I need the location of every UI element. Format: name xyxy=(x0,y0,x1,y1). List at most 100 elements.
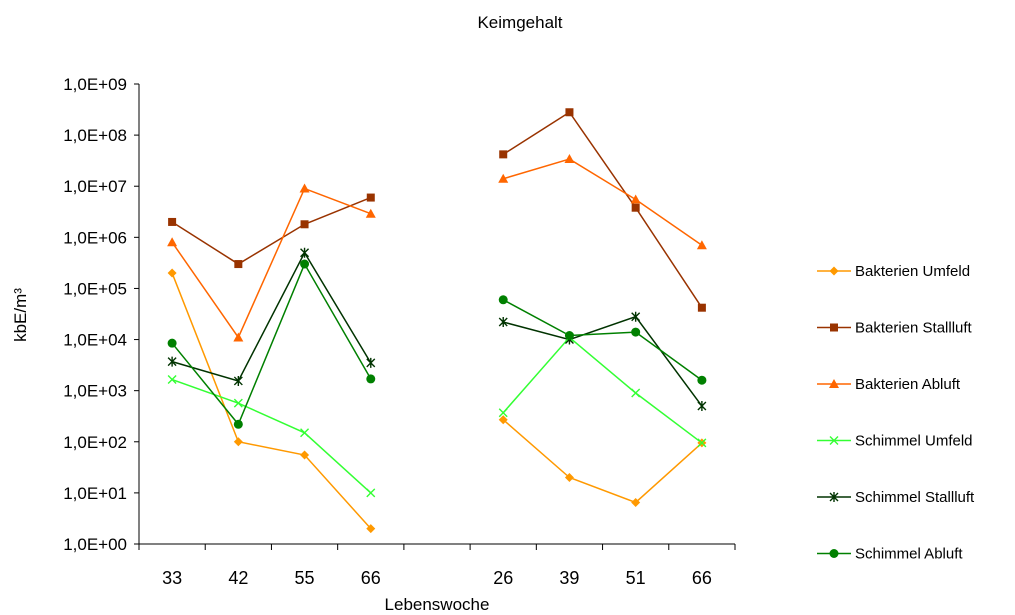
series-line-schimmel-umfeld xyxy=(171,378,372,494)
data-point-schimmel-umfeld xyxy=(366,488,376,498)
data-point-schimmel-umfeld xyxy=(167,375,177,385)
data-point-schimmel-umfeld xyxy=(300,428,310,438)
data-point-bakterien-abluft xyxy=(299,183,310,193)
legend-marker xyxy=(829,549,839,558)
data-point-bakterien-stallluft xyxy=(366,193,375,202)
legend-marker xyxy=(830,323,838,332)
data-point-schimmel-abluft xyxy=(697,375,707,385)
data-point-bakterien-abluft xyxy=(167,237,178,247)
data-point-bakterien-abluft xyxy=(233,332,244,342)
data-point-bakterien-umfeld xyxy=(366,524,376,534)
data-point-bakterien-stallluft xyxy=(234,260,243,269)
chart-title: Keimgehalt xyxy=(477,13,562,32)
y-tick-label: 1,0E+05 xyxy=(63,279,127,298)
series-line-schimmel-stallluft xyxy=(503,315,703,407)
x-tick-label: 26 xyxy=(493,568,513,588)
legend-label: Bakterien Stallluft xyxy=(855,320,973,337)
data-point-schimmel-abluft xyxy=(564,331,574,341)
legend-item-bakterien-stallluft: Bakterien Stallluft xyxy=(817,320,973,337)
data-point-bakterien-umfeld xyxy=(233,437,243,447)
series-line-bakterien-umfeld xyxy=(171,272,372,530)
legend-label: Schimmel Abluft xyxy=(855,546,963,563)
legend: Bakterien Umfeld Bakterien Stallluft Bakte… xyxy=(817,263,975,563)
series-line-bakterien-stallluft xyxy=(171,196,372,265)
data-point-bakterien-abluft xyxy=(564,154,575,164)
legend-item-schimmel-umfeld: Schimmel Umfeld xyxy=(817,433,973,450)
data-point-schimmel-stallluft xyxy=(631,311,641,322)
x-tick-label: 33 xyxy=(162,568,182,588)
x-tick-label: 39 xyxy=(559,568,579,588)
data-point-schimmel-stallluft xyxy=(233,375,243,386)
series-lines xyxy=(171,111,703,530)
data-point-schimmel-umfeld xyxy=(233,398,243,408)
series-line-bakterien-umfeld xyxy=(502,419,703,504)
legend-item-schimmel-stallluft: Schimmel Stallluft xyxy=(817,489,975,506)
data-point-schimmel-stallluft xyxy=(300,247,310,258)
data-point-schimmel-abluft xyxy=(300,259,310,269)
data-point-bakterien-abluft xyxy=(696,240,707,250)
legend-label: Bakterien Umfeld xyxy=(855,263,970,280)
y-tick-label: 1,0E+07 xyxy=(63,177,127,196)
data-point-bakterien-abluft xyxy=(498,173,509,183)
y-tick-label: 1,0E+03 xyxy=(63,382,127,401)
data-point-schimmel-abluft xyxy=(366,374,376,384)
x-tick-label: 51 xyxy=(626,568,646,588)
data-point-bakterien-stallluft xyxy=(300,220,309,229)
data-point-schimmel-stallluft xyxy=(366,357,376,368)
series-markers xyxy=(167,108,707,534)
data-point-bakterien-stallluft xyxy=(565,108,574,117)
series-line-schimmel-umfeld xyxy=(502,336,703,444)
x-axis-label: Lebenswoche xyxy=(385,595,490,614)
data-point-bakterien-stallluft xyxy=(697,303,706,312)
x-tick-label: 66 xyxy=(692,568,712,588)
series-line-schimmel-abluft xyxy=(502,299,703,381)
y-axis-ticks: 1,0E+00 1,0E+01 1,0E+02 1,0E+03 1,0E+04 1,0E+… xyxy=(63,75,139,554)
y-tick-label: 1,0E+09 xyxy=(63,75,127,94)
data-point-schimmel-umfeld xyxy=(498,408,508,418)
legend-marker xyxy=(829,379,839,388)
data-point-bakterien-umfeld xyxy=(167,268,177,278)
data-point-bakterien-umfeld xyxy=(498,415,508,425)
y-tick-label: 1,0E+02 xyxy=(63,433,127,452)
series-line-bakterien-abluft xyxy=(503,158,703,246)
series-line-schimmel-stallluft xyxy=(171,251,372,382)
series-line-bakterien-stallluft xyxy=(502,111,703,309)
x-tick-label: 55 xyxy=(295,568,315,588)
y-tick-label: 1,0E+04 xyxy=(63,331,127,350)
y-tick-label: 1,0E+01 xyxy=(63,484,127,503)
data-point-schimmel-abluft xyxy=(167,338,177,348)
data-point-schimmel-abluft xyxy=(233,419,243,429)
data-point-bakterien-stallluft xyxy=(168,217,177,226)
data-point-schimmel-stallluft xyxy=(167,356,177,367)
legend-marker xyxy=(829,436,839,445)
data-point-bakterien-abluft xyxy=(365,208,376,218)
legend-label: Schimmel Umfeld xyxy=(855,433,973,450)
data-point-bakterien-umfeld xyxy=(300,450,310,460)
legend-item-schimmel-abluft: Schimmel Abluft xyxy=(817,546,963,563)
x-tick-label: 42 xyxy=(228,568,248,588)
data-point-schimmel-abluft xyxy=(631,327,641,337)
data-point-bakterien-umfeld xyxy=(631,497,641,507)
data-point-bakterien-stallluft xyxy=(631,203,640,212)
data-point-schimmel-abluft xyxy=(498,295,508,305)
series-line-schimmel-abluft xyxy=(171,262,372,426)
data-point-schimmel-stallluft xyxy=(697,401,707,412)
data-point-schimmel-umfeld xyxy=(631,388,641,398)
data-point-schimmel-stallluft xyxy=(498,317,508,328)
data-point-bakterien-abluft xyxy=(630,194,641,204)
legend-marker xyxy=(829,266,839,276)
legend-label: Schimmel Stallluft xyxy=(855,489,975,506)
y-tick-label: 1,0E+08 xyxy=(63,126,127,145)
y-tick-label: 1,0E+06 xyxy=(63,228,127,247)
legend-label: Bakterien Abluft xyxy=(855,376,961,393)
data-point-schimmel-umfeld xyxy=(697,438,707,448)
legend-item-bakterien-umfeld: Bakterien Umfeld xyxy=(817,263,970,280)
series-line-bakterien-abluft xyxy=(171,187,372,339)
x-axis-ticks: 33 42 55 66 26 39 51 66 xyxy=(138,544,736,588)
legend-marker xyxy=(829,492,839,502)
y-tick-label: 1,0E+00 xyxy=(63,535,127,554)
legend-item-bakterien-abluft: Bakterien Abluft xyxy=(817,376,961,393)
data-point-bakterien-stallluft xyxy=(499,150,508,159)
x-tick-label: 66 xyxy=(361,568,381,588)
